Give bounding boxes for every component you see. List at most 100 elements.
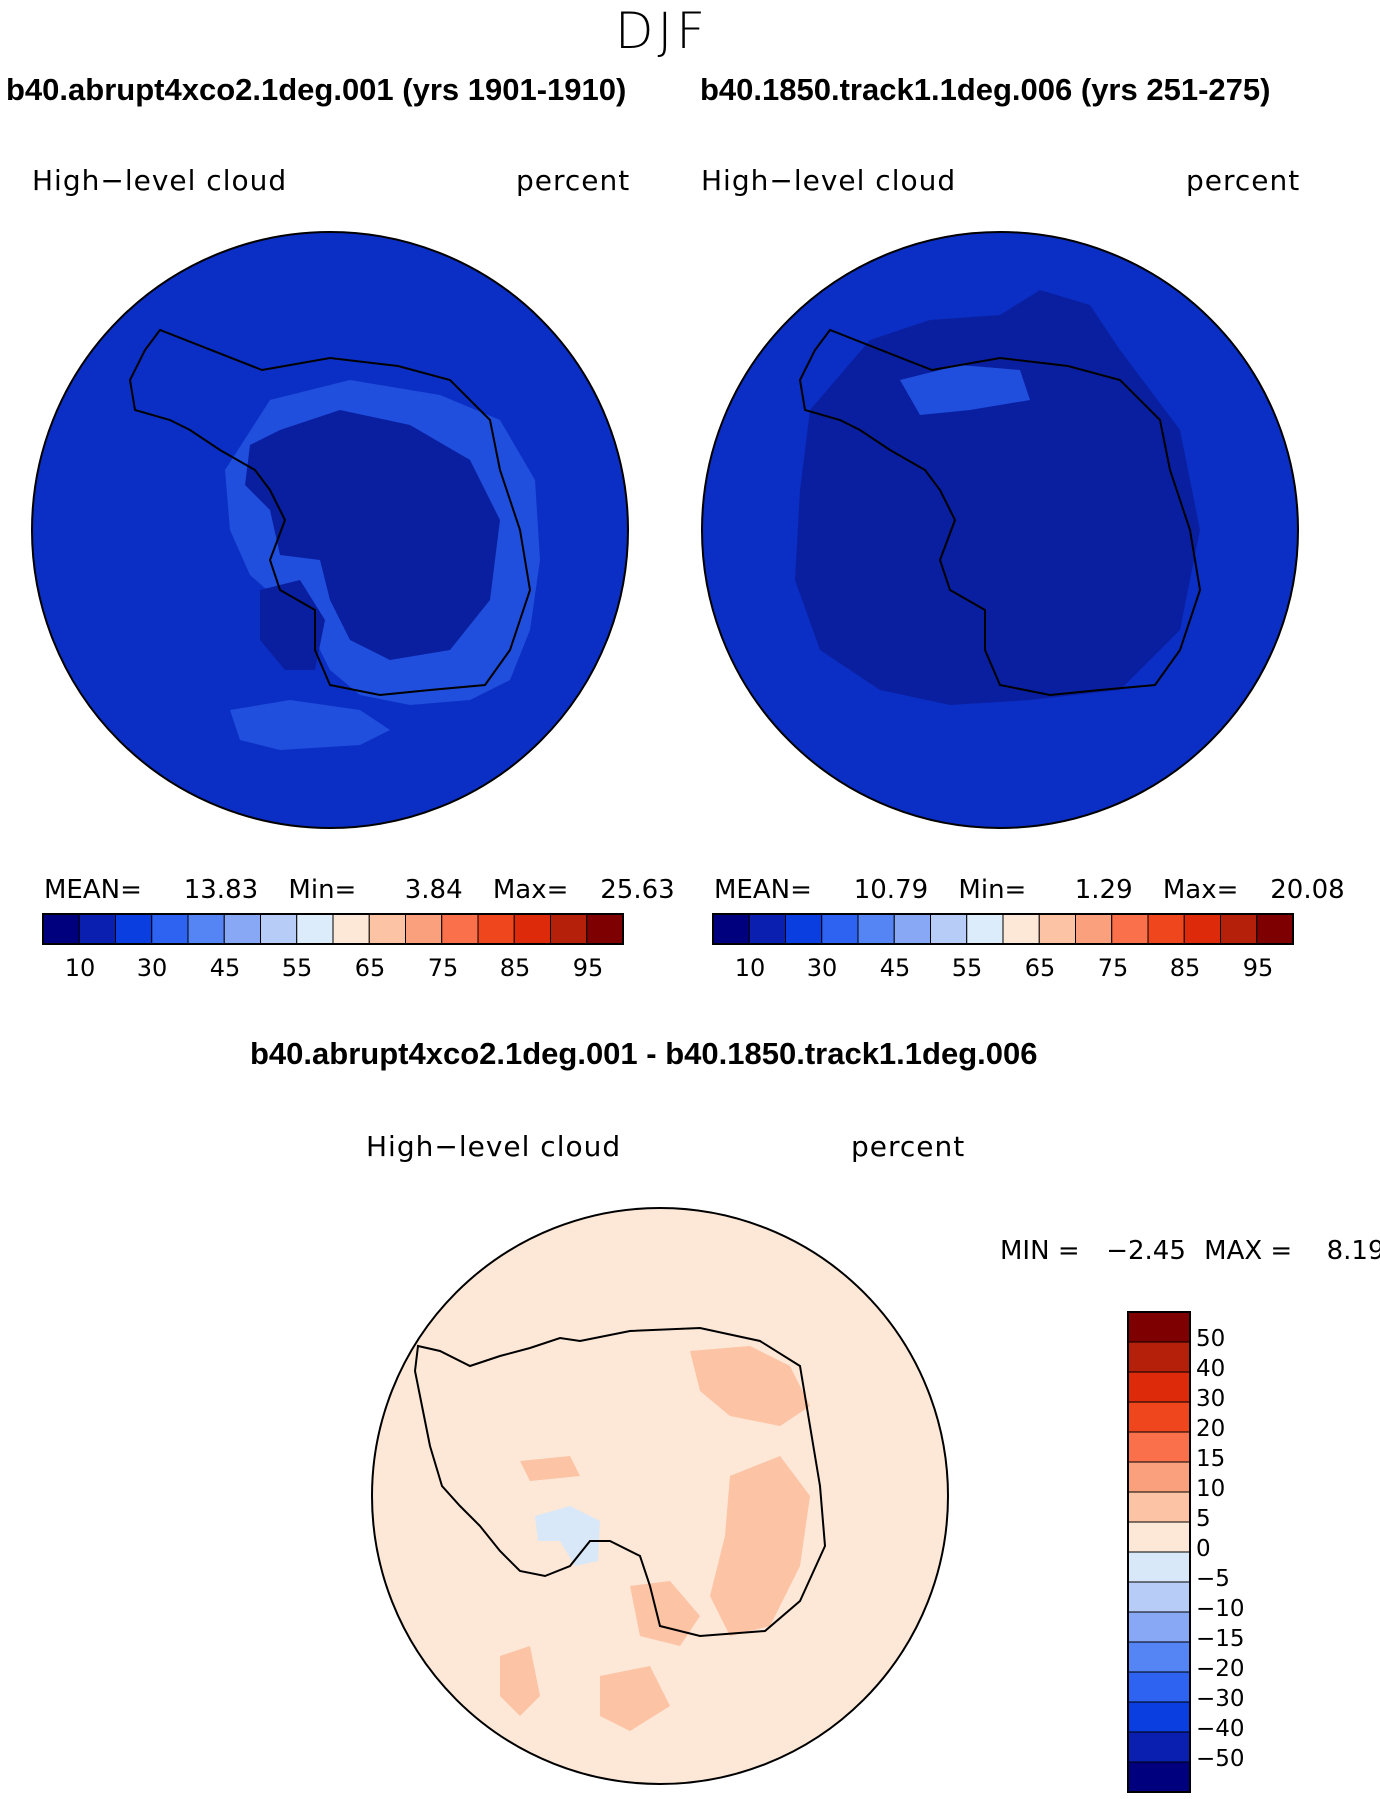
diff-positive-patch <box>630 1581 700 1646</box>
panel2-map-border <box>701 231 1299 829</box>
diff-tick-label: −20 <box>1196 1656 1245 1682</box>
colorbar-tick-row: 10 30 45 55 65 75 85 95 10 30 45 55 65 7… <box>0 954 1380 990</box>
colorbar-cell <box>1075 913 1113 945</box>
diff-colorbar-ticks: 50 40 30 20 15 10 5 0 −5 −10 −15 −20 −30… <box>1196 1311 1280 1793</box>
panel2-colorbar-cells <box>712 913 1294 945</box>
panel2-tick-label: 55 <box>951 954 983 982</box>
panel1-tick-label: 65 <box>354 954 386 982</box>
diff-polar-map <box>371 1207 949 1785</box>
colorbar-cell <box>296 913 334 945</box>
colorbar-cell <box>930 913 968 945</box>
panel1-mean-value: 13.83 <box>183 875 259 905</box>
panel2-interior-cloud-field <box>795 290 1200 705</box>
diff-colorbar-cell <box>1127 1551 1191 1583</box>
colorbar-cell <box>78 913 116 945</box>
colorbar-cell <box>260 913 298 945</box>
diff-negative-patch <box>458 1222 482 1234</box>
panel2-tick-label: 45 <box>879 954 911 982</box>
diff-positive-patch <box>520 1456 580 1481</box>
panel1-tick-label: 55 <box>281 954 313 982</box>
panel1-colorbar <box>42 913 624 945</box>
colorbar-cell <box>441 913 479 945</box>
colorbar-cell <box>1002 913 1040 945</box>
colorbar-cell <box>332 913 370 945</box>
diff-tick-label: −15 <box>1196 1626 1245 1652</box>
diff-colorbar-frame <box>1127 1311 1191 1793</box>
colorbar-cell <box>187 913 225 945</box>
diff-units-label: percent <box>851 1130 966 1163</box>
colorbar-cell <box>1220 913 1258 945</box>
panel2-min-value: 1.29 <box>1074 875 1133 905</box>
panel1-coastal-patch <box>230 700 390 750</box>
panel2-colorbar-frame <box>712 913 1294 945</box>
diff-positive-patch <box>690 1346 810 1426</box>
diff-colorbar-cell <box>1127 1581 1191 1613</box>
panel1-interior-cloud-field <box>245 410 500 660</box>
panel1-max-value: 25.63 <box>600 875 675 905</box>
diff-tick-label: 10 <box>1196 1476 1226 1502</box>
diff-max-value: 8.19 <box>1326 1236 1380 1266</box>
colorbar-cell <box>966 913 1004 945</box>
panel1-case-title: b40.abrupt4xco2.1deg.001 (yrs 1901-1910) <box>6 72 627 107</box>
panel1-min-value: 3.84 <box>404 875 463 905</box>
diff-tick-label: −10 <box>1196 1596 1245 1622</box>
panel2-polar-map <box>701 231 1299 829</box>
diff-minmax: MIN = −2.45 MAX = 8.19 <box>1000 1236 1380 1266</box>
colorbar-cell <box>821 913 859 945</box>
diff-colorbar-cell <box>1127 1341 1191 1373</box>
diff-colorbar <box>1127 1311 1191 1793</box>
diff-colorbar-cells <box>1127 1311 1191 1793</box>
diff-positive-patch <box>710 1456 810 1636</box>
diff-min-value: −2.45 <box>1106 1236 1186 1266</box>
colorbar-cell <box>1147 913 1185 945</box>
diff-tick-label: 30 <box>1196 1386 1226 1412</box>
panel2-tick-label: 95 <box>1242 954 1274 982</box>
diff-colorbar-cell <box>1127 1671 1191 1703</box>
panel2-max-value: 20.08 <box>1270 875 1345 905</box>
diff-negative-patch <box>535 1506 600 1566</box>
panel2-antarctica-coastline <box>798 328 1202 697</box>
panel1-min-label: Min= <box>288 875 357 905</box>
panel1-polar-map <box>31 231 629 829</box>
panel2-coastal-cloud-band <box>900 365 1030 415</box>
panel1-max-label: Max= <box>492 875 569 905</box>
panel2-case-title: b40.1850.track1.1deg.006 (yrs 251-275) <box>700 72 1271 107</box>
panel2-colorbar <box>712 913 1294 945</box>
panel1-units-label: percent <box>516 164 631 197</box>
diff-colorbar-cell <box>1127 1701 1191 1733</box>
diff-tick-label: 50 <box>1196 1326 1226 1352</box>
colorbar-cell <box>1256 913 1294 945</box>
panel1-tick-label: 45 <box>209 954 241 982</box>
colorbar-cell <box>477 913 515 945</box>
diff-colorbar-cell <box>1127 1731 1191 1763</box>
diff-positive-patch <box>500 1646 540 1716</box>
diff-title: b40.abrupt4xco2.1deg.001 - b40.1850.trac… <box>250 1036 1038 1071</box>
panel1-tick-label: 95 <box>572 954 604 982</box>
diff-colorbar-cell <box>1127 1491 1191 1523</box>
panel2-tick-label: 10 <box>734 954 766 982</box>
panel2-tick-label: 85 <box>1169 954 1201 982</box>
panel1-ross-region <box>260 580 325 670</box>
diff-colorbar-cell <box>1127 1311 1191 1343</box>
panel1-tick-label: 75 <box>427 954 459 982</box>
diff-positive-patch <box>600 1666 670 1731</box>
colorbar-cell <box>1038 913 1076 945</box>
diff-tick-label: 40 <box>1196 1356 1226 1382</box>
panel1-stats: MEAN= 13.83 Min= 3.84 Max= 25.63 <box>44 875 675 905</box>
diff-tick-label: 15 <box>1196 1446 1226 1472</box>
diff-tick-label: −50 <box>1196 1746 1245 1772</box>
panel1-map-border <box>31 231 629 829</box>
panel2-variable-label: High−level cloud <box>701 164 957 197</box>
colorbar-cell <box>1183 913 1221 945</box>
colorbar-cell <box>550 913 588 945</box>
panel2-tick-label: 65 <box>1024 954 1056 982</box>
colorbar-cell <box>1111 913 1149 945</box>
diff-colorbar-cell <box>1127 1461 1191 1493</box>
diff-colorbar-cell <box>1127 1641 1191 1673</box>
colorbar-cell <box>368 913 406 945</box>
panel2-min-label: Min= <box>958 875 1027 905</box>
panel1-variable-label: High−level cloud <box>32 164 288 197</box>
diff-colorbar-cell <box>1127 1611 1191 1643</box>
colorbar-cell <box>712 913 750 945</box>
